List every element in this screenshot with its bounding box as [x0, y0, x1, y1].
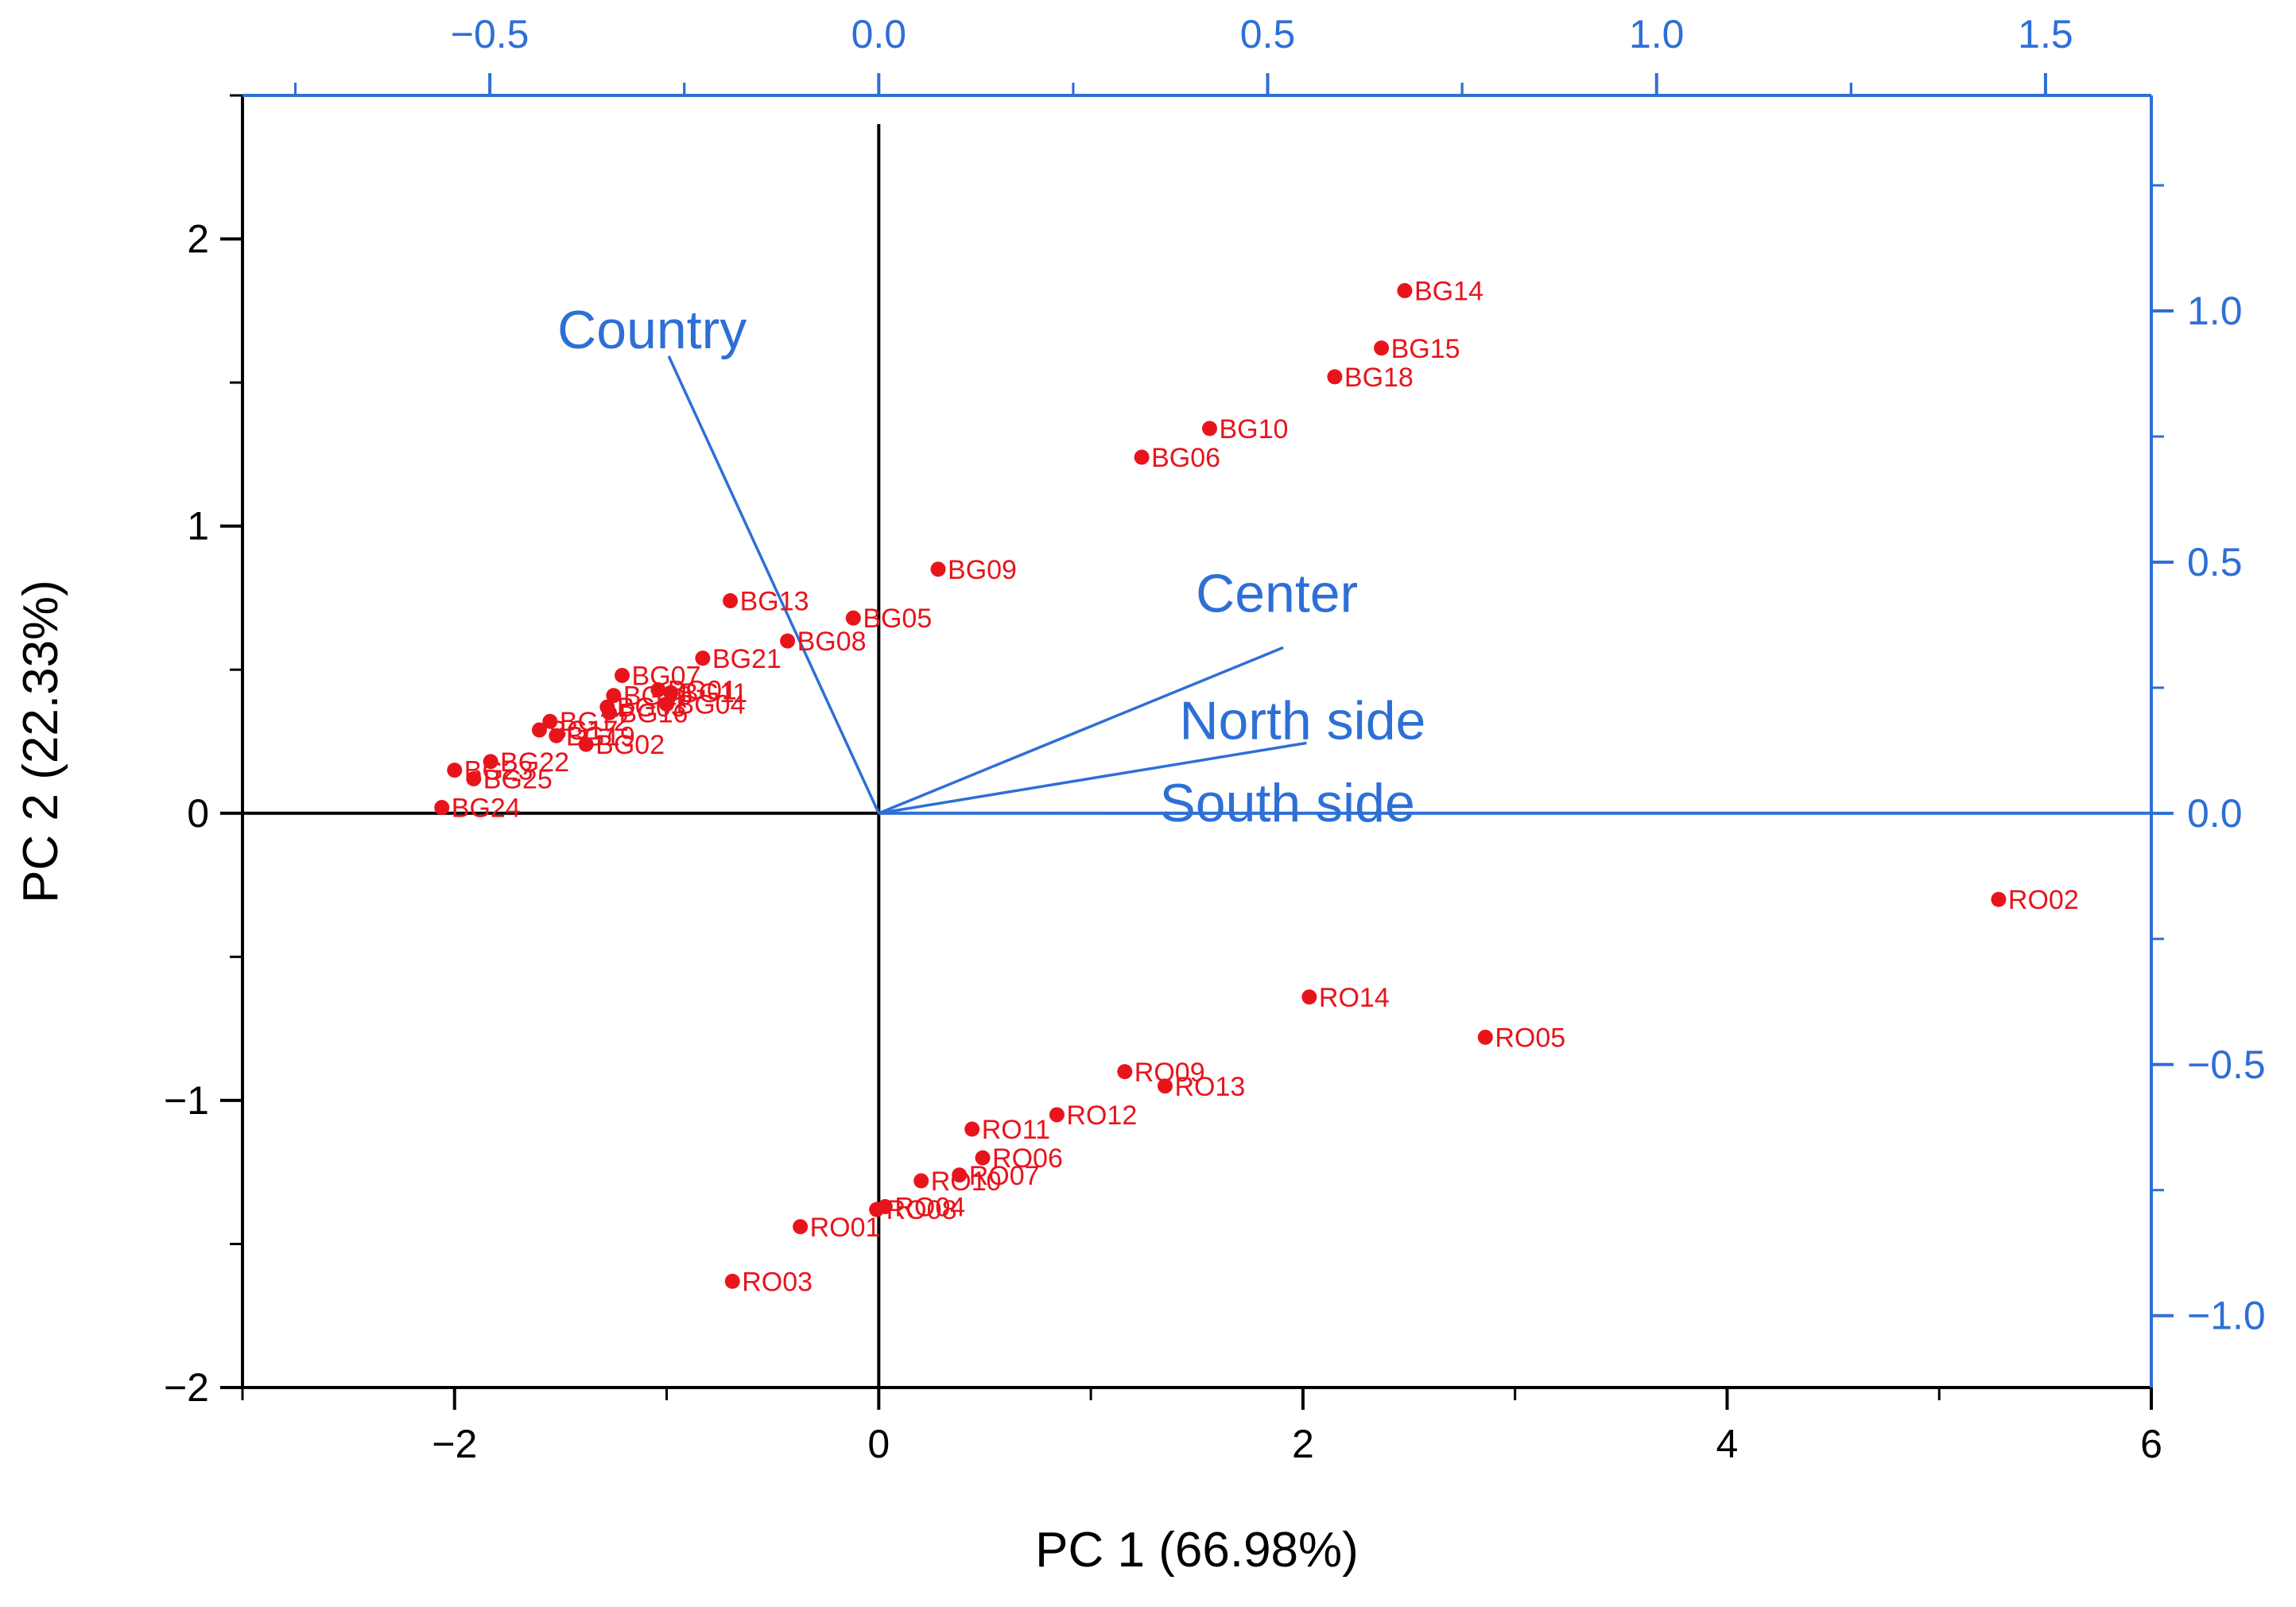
score-point-label: BG02: [595, 730, 665, 760]
score-point-label: BG06: [1151, 443, 1220, 473]
score-point-label: RO14: [1319, 983, 1390, 1013]
top-tick-label: 0.5: [1240, 12, 1296, 56]
right-tick-label: 0.5: [2187, 540, 2243, 584]
score-point-label: BG18: [1344, 363, 1414, 393]
score-point: [793, 1219, 808, 1234]
top-tick-label: 0.0: [851, 12, 907, 56]
right-tick-label: −0.5: [2187, 1042, 2266, 1087]
right-tick-label: 1.0: [2187, 289, 2243, 333]
score-point: [1327, 369, 1342, 384]
score-point: [549, 728, 564, 743]
score-point-label: RO12: [1066, 1100, 1137, 1131]
score-point: [1374, 340, 1389, 355]
y-tick-label: −2: [164, 1365, 209, 1410]
loading-label: South side: [1159, 773, 1414, 833]
score-point: [532, 723, 547, 738]
score-point-label: BG09: [948, 555, 1017, 585]
y-tick-label: 2: [187, 217, 209, 262]
top-tick-label: 1.0: [1629, 12, 1685, 56]
top-tick-label: 1.5: [2018, 12, 2073, 56]
top-tick-label: −0.5: [451, 12, 529, 56]
loading-label: Center: [1196, 563, 1358, 623]
loading-label: Country: [557, 300, 747, 360]
score-point-label: BG10: [1220, 414, 1289, 444]
score-point: [913, 1174, 929, 1189]
x-tick-label: −2: [432, 1422, 477, 1466]
score-point: [434, 800, 449, 815]
score-point: [931, 561, 946, 576]
y-tick-label: 1: [187, 504, 209, 549]
score-point: [846, 611, 861, 626]
score-point-label: BG08: [797, 627, 867, 657]
x-tick-label: 2: [1292, 1422, 1314, 1466]
score-point-label: RO11: [982, 1115, 1050, 1145]
y-tick-label: −1: [164, 1078, 209, 1123]
loading-label: North side: [1179, 690, 1425, 751]
score-point: [1049, 1107, 1065, 1122]
score-point: [964, 1122, 979, 1137]
loading-vector: [669, 356, 878, 813]
score-point: [1478, 1030, 1493, 1045]
score-point: [447, 763, 462, 778]
right-tick-label: −1.0: [2187, 1294, 2266, 1338]
score-point-label: BG15: [1391, 334, 1460, 364]
y-tick-label: 0: [187, 791, 209, 836]
x-axis-title: PC 1 (66.98%): [1035, 1523, 1359, 1578]
x-tick-label: 0: [867, 1422, 890, 1466]
score-point: [1991, 892, 2006, 907]
score-point-label: BG24: [452, 794, 521, 824]
score-point-label: RO01: [810, 1213, 881, 1243]
score-point-label: BG13: [740, 587, 809, 617]
x-tick-label: 6: [2140, 1422, 2162, 1466]
score-point-label: BG25: [483, 764, 553, 794]
score-point: [1134, 450, 1150, 465]
score-point: [1202, 421, 1217, 436]
x-tick-label: 4: [1716, 1422, 1739, 1466]
y-axis-title: PC 2 (22.33%): [14, 580, 68, 903]
score-point-label: RO03: [742, 1267, 813, 1297]
score-point: [579, 737, 594, 752]
score-point-label: RO02: [2008, 885, 2079, 915]
score-point: [780, 634, 795, 649]
score-point: [723, 593, 738, 608]
score-point: [725, 1274, 740, 1289]
right-tick-label: 0.0: [2187, 791, 2243, 836]
score-point: [1117, 1064, 1132, 1079]
score-point-label: RO13: [1174, 1072, 1245, 1102]
score-point-label: BG14: [1414, 277, 1483, 307]
score-point: [466, 771, 481, 786]
score-point: [1158, 1078, 1173, 1093]
score-point-label: RO08: [886, 1195, 957, 1225]
score-point: [1397, 283, 1412, 298]
score-point-label: RO05: [1495, 1023, 1565, 1053]
score-point: [1301, 989, 1317, 1004]
score-point-label: BG05: [863, 604, 932, 634]
score-point-label: BG21: [712, 644, 781, 674]
